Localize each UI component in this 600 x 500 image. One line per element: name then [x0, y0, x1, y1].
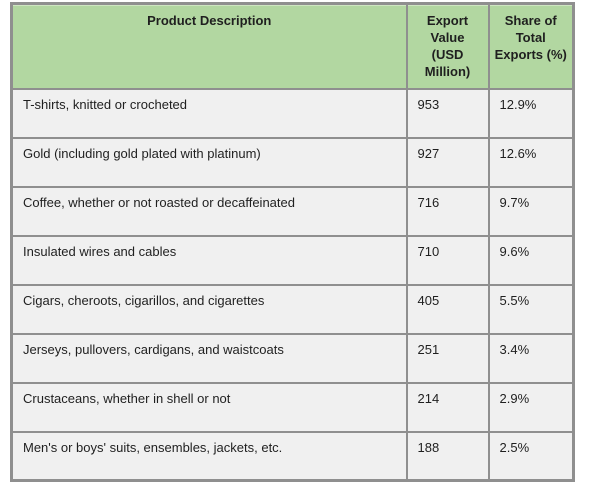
table-row: Crustaceans, whether in shell or not 214…	[10, 381, 575, 433]
header-export-value: Export Value (USD Million)	[405, 2, 490, 90]
product-description-cell: Jerseys, pullovers, cardigans, and waist…	[10, 332, 408, 384]
export-value-cell: 188	[405, 430, 490, 482]
export-products-table: Product Description Export Value (USD Mi…	[10, 2, 575, 482]
header-share-of-exports: Share of Total Exports (%)	[487, 2, 575, 90]
product-description-cell: Men's or boys' suits, ensembles, jackets…	[10, 430, 408, 482]
share-cell: 3.4%	[487, 332, 575, 384]
product-description-cell: T-shirts, knitted or crocheted	[10, 87, 408, 139]
table-row: T-shirts, knitted or crocheted 953 12.9%	[10, 87, 575, 139]
share-cell: 2.9%	[487, 381, 575, 433]
share-cell: 9.7%	[487, 185, 575, 237]
product-description-cell: Gold (including gold plated with platinu…	[10, 136, 408, 188]
header-product-description: Product Description	[10, 2, 408, 90]
product-description-cell: Crustaceans, whether in shell or not	[10, 381, 408, 433]
export-value-cell: 214	[405, 381, 490, 433]
table-row: Cigars, cheroots, cigarillos, and cigare…	[10, 283, 575, 335]
share-cell: 5.5%	[487, 283, 575, 335]
export-value-cell: 716	[405, 185, 490, 237]
product-description-cell: Cigars, cheroots, cigarillos, and cigare…	[10, 283, 408, 335]
share-cell: 9.6%	[487, 234, 575, 286]
share-cell: 2.5%	[487, 430, 575, 482]
table-row: Gold (including gold plated with platinu…	[10, 136, 575, 188]
product-description-cell: Coffee, whether or not roasted or decaff…	[10, 185, 408, 237]
table-row: Coffee, whether or not roasted or decaff…	[10, 185, 575, 237]
export-value-cell: 710	[405, 234, 490, 286]
table-row: Jerseys, pullovers, cardigans, and waist…	[10, 332, 575, 384]
export-value-cell: 251	[405, 332, 490, 384]
table-header-row: Product Description Export Value (USD Mi…	[10, 2, 575, 90]
table-row: Insulated wires and cables 710 9.6%	[10, 234, 575, 286]
export-value-cell: 927	[405, 136, 490, 188]
export-value-cell: 405	[405, 283, 490, 335]
export-value-cell: 953	[405, 87, 490, 139]
share-cell: 12.6%	[487, 136, 575, 188]
share-cell: 12.9%	[487, 87, 575, 139]
product-description-cell: Insulated wires and cables	[10, 234, 408, 286]
table-row: Men's or boys' suits, ensembles, jackets…	[10, 430, 575, 482]
